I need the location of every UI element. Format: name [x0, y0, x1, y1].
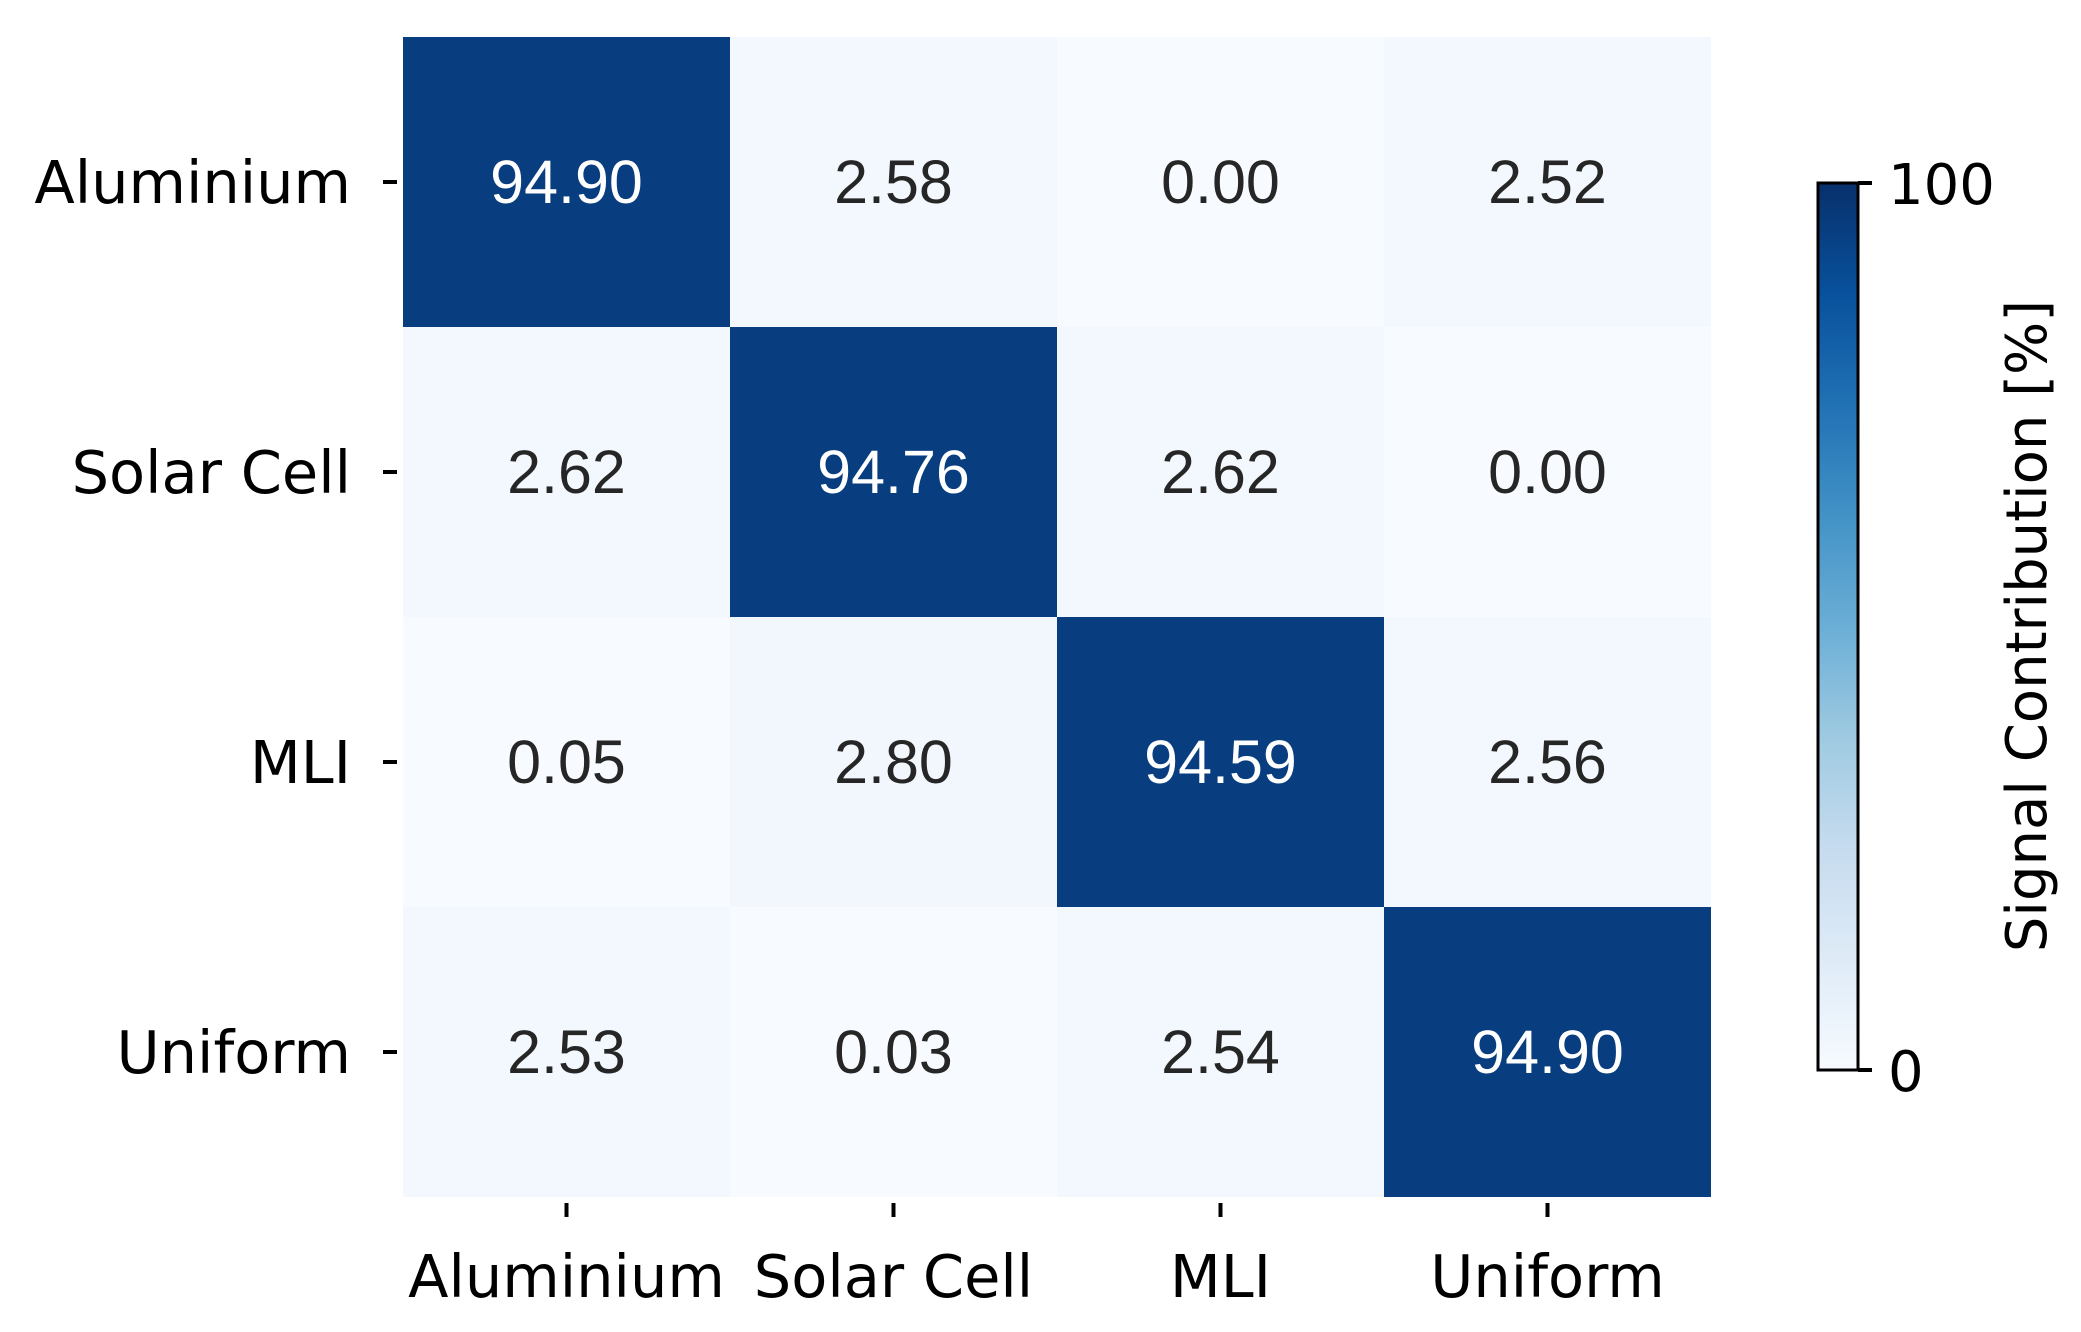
cell-value-label: 2.62: [507, 438, 626, 506]
x-axis: Aluminium Solar Cell MLI Uniform: [408, 1203, 1665, 1311]
colorbar-tick-label-min: 0: [1888, 1040, 1924, 1105]
heatmap-cell: [730, 37, 1057, 327]
heatmap-cell: [1057, 617, 1384, 907]
cell-value-label: 0.00: [1488, 438, 1607, 506]
cell-value-label: 2.80: [834, 728, 953, 796]
cell-value-label: 2.52: [1488, 148, 1607, 216]
heatmap-cell: [403, 617, 730, 907]
heatmap-cell: [403, 907, 730, 1197]
heatmap-cell: [403, 327, 730, 617]
colorbar-tick-label-max: 100: [1888, 153, 1995, 218]
colorbar-gradient: [1816, 181, 1860, 1072]
x-tick-label: Uniform: [1430, 1242, 1665, 1311]
y-tick-label: Aluminium: [34, 148, 351, 217]
heatmap-cell: [730, 907, 1057, 1197]
heatmap-cells: [403, 37, 1711, 1197]
x-tick-label: Solar Cell: [754, 1242, 1033, 1311]
cell-value-label: 0.03: [834, 1018, 953, 1086]
cell-value-label: 2.54: [1161, 1018, 1280, 1086]
cell-value-label: 0.00: [1161, 148, 1280, 216]
heatmap-cell: [1057, 907, 1384, 1197]
cell-value-label: 2.62: [1161, 438, 1280, 506]
x-tick-label: Aluminium: [408, 1242, 725, 1311]
heatmap-cell: [1384, 327, 1711, 617]
cell-value-label: 94.90: [490, 148, 643, 216]
y-tick-label: MLI: [250, 728, 351, 797]
heatmap-cell: [730, 327, 1057, 617]
colorbar-title: Signal Contribution [%]: [1995, 300, 2060, 952]
heatmap-cell: [730, 617, 1057, 907]
heatmap-cell: [403, 37, 730, 327]
cell-value-label: 94.59: [1144, 728, 1297, 796]
heatmap-cell: [1057, 327, 1384, 617]
cell-value-label: 2.53: [507, 1018, 626, 1086]
heatmap-cell: [1384, 37, 1711, 327]
y-tick-label: Solar Cell: [72, 438, 351, 507]
x-tick-label: MLI: [1170, 1242, 1271, 1311]
colorbar: 100 0 Signal Contribution [%]: [1816, 153, 2060, 1105]
heatmap-cell-labels: 94.90 2.58 0.00 2.52 2.62 94.76 2.62 0.00 0.05 2.…: [490, 148, 1624, 1086]
cell-value-label: 94.90: [1471, 1018, 1624, 1086]
y-axis: Aluminium Solar Cell MLI Uniform: [34, 148, 397, 1087]
y-tick-label: Uniform: [116, 1018, 351, 1087]
cell-value-label: 2.56: [1488, 728, 1607, 796]
heatmap-cell: [1384, 617, 1711, 907]
heatmap-cell: [1384, 907, 1711, 1197]
cell-value-label: 0.05: [507, 728, 626, 796]
heatmap-cell: [1057, 37, 1384, 327]
cell-value-label: 2.58: [834, 148, 953, 216]
cell-value-label: 94.76: [817, 438, 970, 506]
